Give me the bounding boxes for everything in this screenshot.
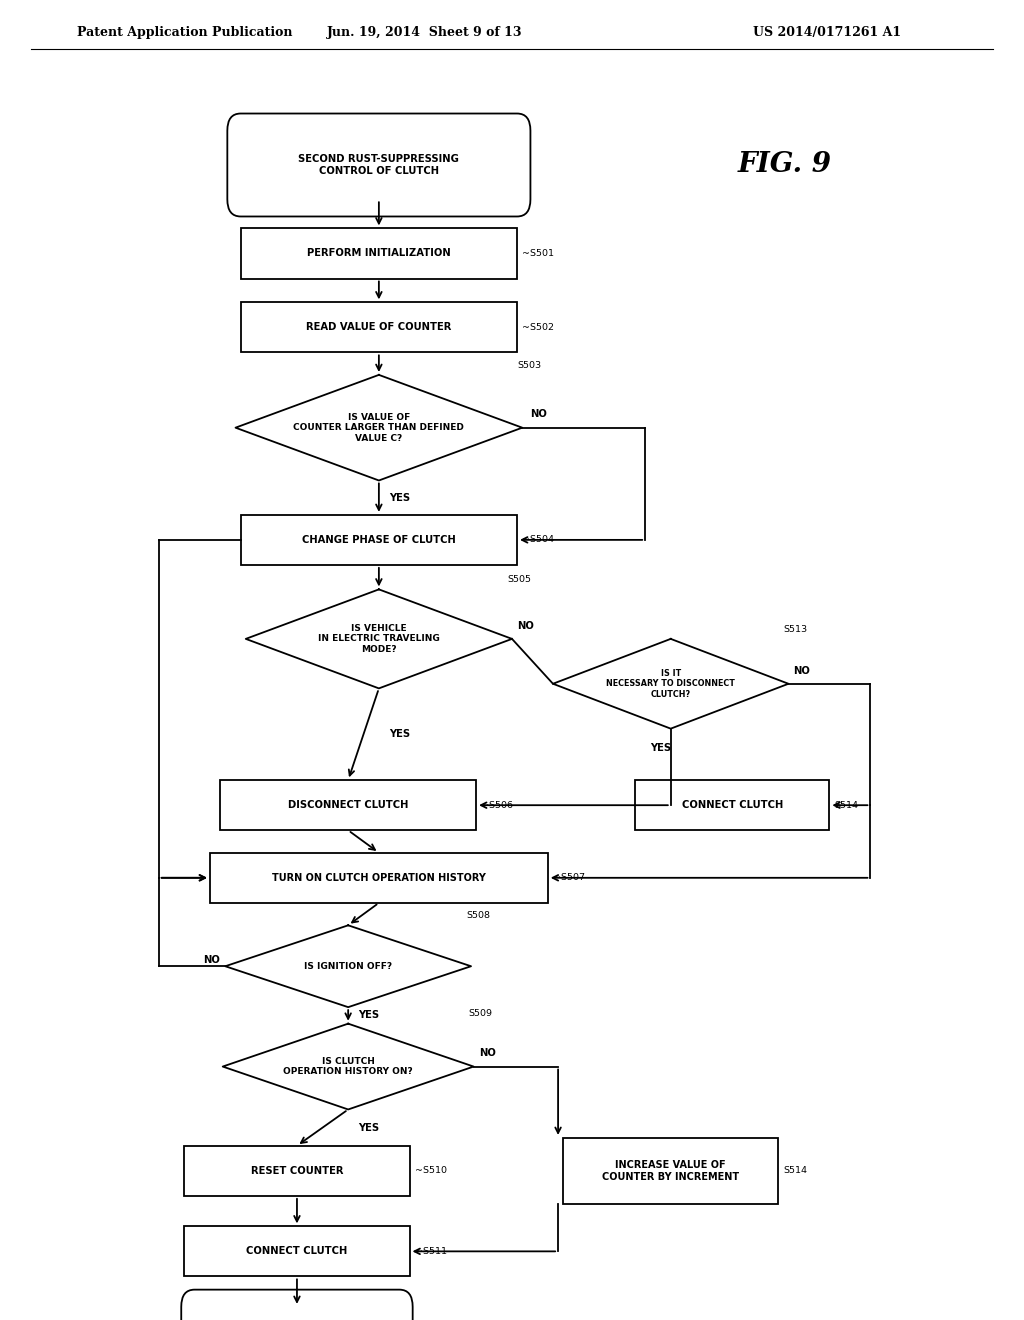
Text: DISCONNECT CLUTCH: DISCONNECT CLUTCH bbox=[288, 800, 409, 810]
Text: S514: S514 bbox=[783, 1167, 807, 1175]
FancyBboxPatch shape bbox=[184, 1226, 410, 1276]
Text: Jun. 19, 2014  Sheet 9 of 13: Jun. 19, 2014 Sheet 9 of 13 bbox=[328, 26, 522, 40]
Text: YES: YES bbox=[389, 729, 411, 739]
FancyBboxPatch shape bbox=[635, 780, 829, 830]
Text: S505: S505 bbox=[507, 576, 530, 583]
FancyBboxPatch shape bbox=[241, 228, 517, 279]
Text: CONNECT CLUTCH: CONNECT CLUTCH bbox=[682, 800, 782, 810]
Polygon shape bbox=[225, 925, 471, 1007]
Polygon shape bbox=[553, 639, 788, 729]
Text: S509: S509 bbox=[469, 1010, 493, 1019]
Text: NO: NO bbox=[517, 620, 534, 631]
Text: ~S511: ~S511 bbox=[415, 1247, 446, 1255]
Text: IS IT
NECESSARY TO DISCONNECT
CLUTCH?: IS IT NECESSARY TO DISCONNECT CLUTCH? bbox=[606, 669, 735, 698]
Text: YES: YES bbox=[358, 1010, 380, 1020]
FancyBboxPatch shape bbox=[220, 780, 476, 830]
Text: NO: NO bbox=[794, 665, 810, 676]
Text: S508: S508 bbox=[466, 911, 489, 920]
Text: ~S501: ~S501 bbox=[522, 249, 554, 257]
Text: S513: S513 bbox=[783, 624, 808, 634]
Text: YES: YES bbox=[650, 743, 672, 754]
Polygon shape bbox=[236, 375, 522, 480]
Polygon shape bbox=[223, 1024, 473, 1109]
FancyBboxPatch shape bbox=[184, 1146, 410, 1196]
Text: IS VALUE OF
COUNTER LARGER THAN DEFINED
VALUE C?: IS VALUE OF COUNTER LARGER THAN DEFINED … bbox=[294, 413, 464, 442]
Text: PERFORM INITIALIZATION: PERFORM INITIALIZATION bbox=[307, 248, 451, 259]
Text: ~S502: ~S502 bbox=[522, 323, 554, 331]
Text: TURN ON CLUTCH OPERATION HISTORY: TURN ON CLUTCH OPERATION HISTORY bbox=[272, 873, 485, 883]
FancyBboxPatch shape bbox=[227, 114, 530, 216]
FancyBboxPatch shape bbox=[210, 853, 548, 903]
Text: RESET COUNTER: RESET COUNTER bbox=[251, 1166, 343, 1176]
Text: US 2014/0171261 A1: US 2014/0171261 A1 bbox=[753, 26, 901, 40]
Text: READ VALUE OF COUNTER: READ VALUE OF COUNTER bbox=[306, 322, 452, 333]
Text: ~S510: ~S510 bbox=[415, 1167, 446, 1175]
Text: INCREASE VALUE OF
COUNTER BY INCREMENT: INCREASE VALUE OF COUNTER BY INCREMENT bbox=[602, 1160, 739, 1181]
Text: IS IGNITION OFF?: IS IGNITION OFF? bbox=[304, 962, 392, 970]
Text: ~S504: ~S504 bbox=[522, 536, 554, 544]
Text: FIG. 9: FIG. 9 bbox=[737, 152, 831, 178]
Text: YES: YES bbox=[358, 1122, 380, 1133]
Text: CHANGE PHASE OF CLUTCH: CHANGE PHASE OF CLUTCH bbox=[302, 535, 456, 545]
Text: ~S506: ~S506 bbox=[481, 801, 513, 809]
Text: NO: NO bbox=[479, 1048, 496, 1059]
Text: IS CLUTCH
OPERATION HISTORY ON?: IS CLUTCH OPERATION HISTORY ON? bbox=[284, 1057, 413, 1076]
FancyBboxPatch shape bbox=[563, 1138, 778, 1204]
Text: Patent Application Publication: Patent Application Publication bbox=[77, 26, 292, 40]
Text: SECOND RUST-SUPPRESSING
CONTROL OF CLUTCH: SECOND RUST-SUPPRESSING CONTROL OF CLUTC… bbox=[298, 154, 460, 176]
Text: ~S507: ~S507 bbox=[553, 874, 585, 882]
Polygon shape bbox=[246, 589, 512, 689]
FancyBboxPatch shape bbox=[181, 1290, 413, 1320]
Text: YES: YES bbox=[389, 492, 411, 503]
Text: CONNECT CLUTCH: CONNECT CLUTCH bbox=[247, 1246, 347, 1257]
Text: NO: NO bbox=[530, 409, 547, 420]
FancyBboxPatch shape bbox=[241, 515, 517, 565]
Text: S514: S514 bbox=[835, 801, 858, 809]
Text: S503: S503 bbox=[517, 360, 542, 370]
Text: IS VEHICLE
IN ELECTRIC TRAVELING
MODE?: IS VEHICLE IN ELECTRIC TRAVELING MODE? bbox=[318, 624, 439, 653]
Text: NO: NO bbox=[204, 954, 220, 965]
FancyBboxPatch shape bbox=[241, 302, 517, 352]
